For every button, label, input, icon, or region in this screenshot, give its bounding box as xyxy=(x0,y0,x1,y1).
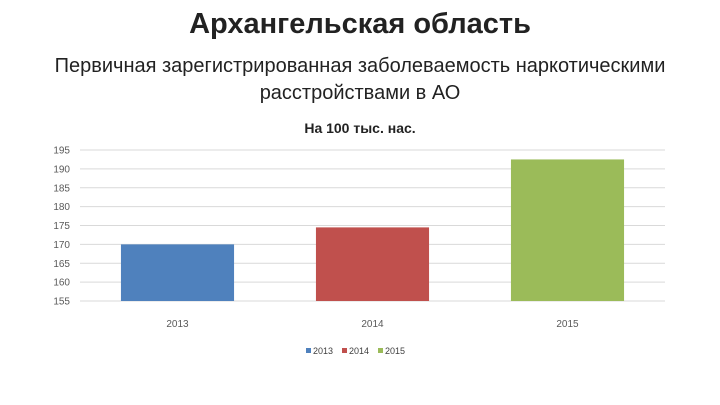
chart-legend: 2013 2014 2015 xyxy=(306,346,405,356)
y-tick-label: 165 xyxy=(53,259,70,270)
legend-swatch xyxy=(342,348,347,353)
y-tick-label: 155 xyxy=(53,297,70,308)
bar-2014 xyxy=(315,227,430,301)
x-tick-label: 2014 xyxy=(361,319,384,330)
legend-label: 2015 xyxy=(385,346,405,356)
legend-label: 2014 xyxy=(349,346,369,356)
x-tick-label: 2013 xyxy=(166,319,189,330)
bar-2013 xyxy=(120,244,235,301)
x-tick-label: 2015 xyxy=(556,319,579,330)
y-tick-label: 160 xyxy=(53,278,70,289)
slide-subtitle: Первичная зарегистрированная заболеваемо… xyxy=(54,55,666,104)
chart-title: На 100 тыс. нас. xyxy=(304,120,415,136)
chart-bars xyxy=(120,159,625,301)
legend-swatch xyxy=(306,348,311,353)
y-tick-label: 190 xyxy=(53,164,70,175)
y-tick-label: 180 xyxy=(53,202,70,213)
bar-2015 xyxy=(510,159,625,301)
x-axis: 2013 2014 2015 xyxy=(166,319,579,330)
legend-label: 2013 xyxy=(313,346,333,356)
slide-title: Архангельская область xyxy=(189,8,531,40)
y-axis: 155 160 165 170 175 180 185 190 195 xyxy=(53,146,70,308)
y-tick-label: 185 xyxy=(53,183,70,194)
y-tick-label: 170 xyxy=(53,240,70,251)
y-tick-label: 195 xyxy=(53,146,70,157)
y-tick-label: 175 xyxy=(53,221,70,232)
legend-swatch xyxy=(378,348,383,353)
